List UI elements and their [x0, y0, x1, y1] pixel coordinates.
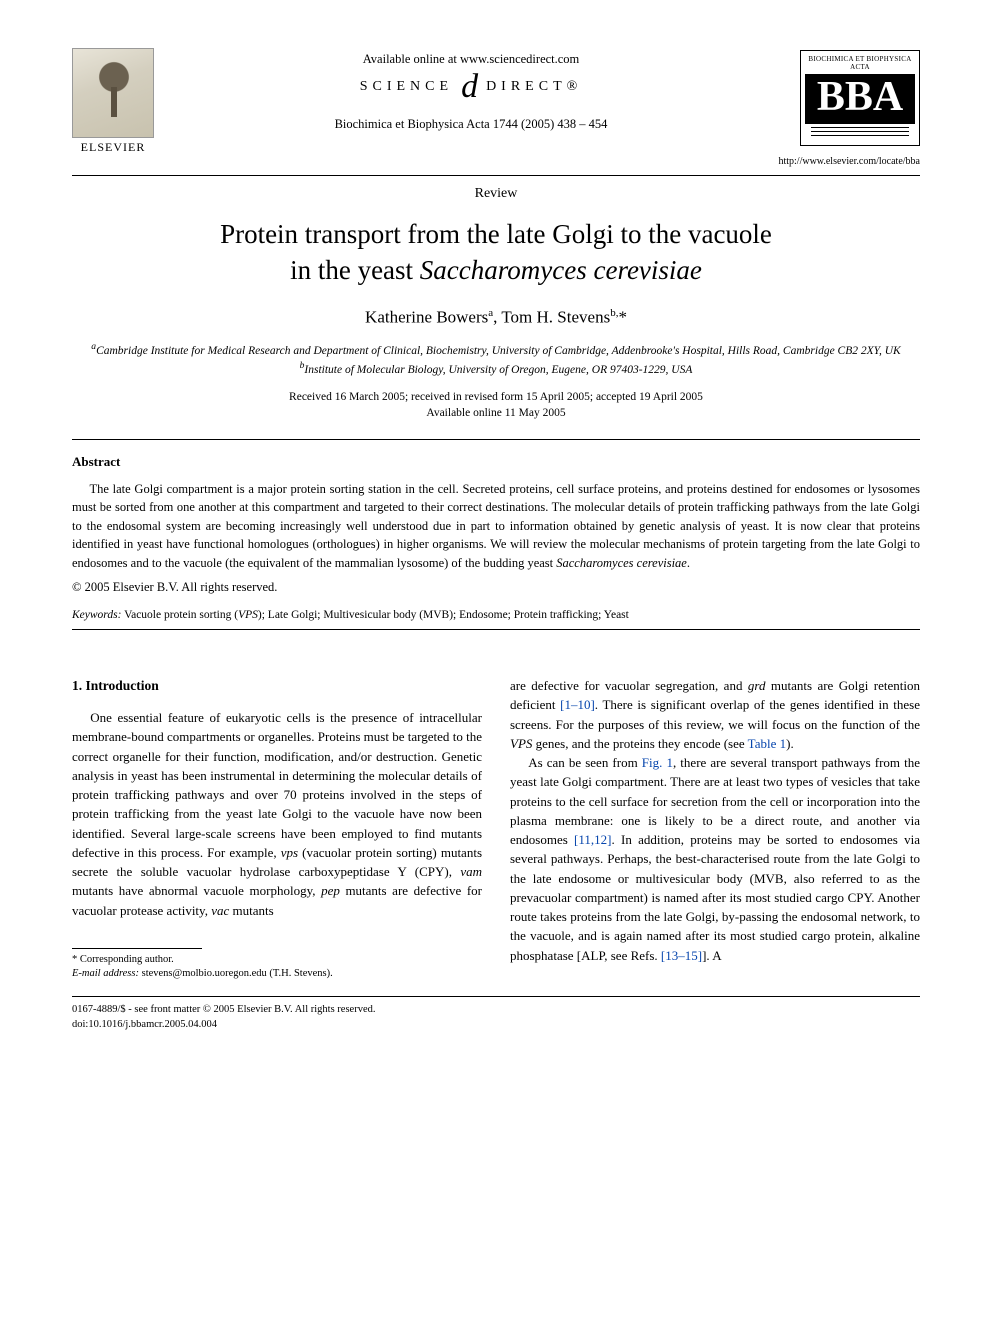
sciencedirect-logo: SCIENCE d DIRECT®	[360, 77, 583, 97]
footnote-star: * Corresponding author.	[72, 953, 482, 968]
corresponding-footnote: * Corresponding author. E-mail address: …	[72, 953, 482, 982]
doi-line: doi:10.1016/j.bbamcr.2005.04.004	[72, 1018, 920, 1033]
header-rule	[72, 175, 920, 176]
bba-fullname: BIOCHIMICA ET BIOPHYSICA ACTA	[805, 55, 915, 71]
elsevier-label: ELSEVIER	[72, 140, 154, 155]
page-header: ELSEVIER Available online at www.science…	[72, 48, 920, 167]
abstract-heading: Abstract	[72, 454, 920, 470]
keywords: Keywords: Vacuole protein sorting (VPS);…	[72, 609, 920, 621]
dates-line2: Available online 11 May 2005	[426, 407, 565, 419]
center-header: Available online at www.sciencedirect.co…	[182, 48, 760, 132]
elsevier-tree-icon	[72, 48, 154, 138]
bba-url: http://www.elsevier.com/locate/bba	[760, 156, 920, 167]
ref-link-11-12[interactable]: [11,12]	[574, 832, 611, 847]
abstract-copyright: © 2005 Elsevier B.V. All rights reserved…	[72, 580, 920, 595]
sciencedirect-right: DIRECT®	[486, 79, 582, 95]
footnote-rule	[72, 948, 202, 949]
title-line2a: in the yeast	[290, 255, 420, 285]
bottom-rule	[72, 996, 920, 997]
article-type: Review	[72, 186, 920, 202]
author-2: Tom H. Stevens	[501, 308, 610, 327]
column-left: 1. Introduction One essential feature of…	[72, 676, 482, 982]
ref-link-13-15[interactable]: [13–15]	[661, 948, 702, 963]
article-dates: Received 16 March 2005; received in revi…	[72, 389, 920, 421]
col2-para2: As can be seen from Fig. 1, there are se…	[510, 753, 920, 965]
bba-block: BIOCHIMICA ET BIOPHYSICA ACTA BBA http:/…	[760, 48, 920, 167]
keywords-label: Keywords:	[72, 609, 121, 621]
footnote-email-label: E-mail address:	[72, 968, 139, 979]
affiliation-b: Institute of Molecular Biology, Universi…	[304, 364, 692, 376]
column-right: are defective for vacuolar segregation, …	[510, 676, 920, 982]
available-online-text: Available online at www.sciencedirect.co…	[190, 52, 752, 67]
abstract-bottom-rule	[72, 629, 920, 630]
sciencedirect-swirl-icon: d	[459, 77, 480, 97]
article-title: Protein transport from the late Golgi to…	[72, 216, 920, 289]
title-line1: Protein transport from the late Golgi to…	[220, 219, 772, 249]
table-1-link[interactable]: Table 1	[748, 736, 786, 751]
body-columns: 1. Introduction One essential feature of…	[72, 676, 920, 982]
dates-line1: Received 16 March 2005; received in revi…	[289, 391, 703, 403]
abstract-body: The late Golgi compartment is a major pr…	[72, 480, 920, 573]
elsevier-logo-block: ELSEVIER	[72, 48, 182, 155]
bottom-meta: 0167-4889/$ - see front matter © 2005 El…	[72, 1003, 920, 1032]
col2-para1: are defective for vacuolar segregation, …	[510, 676, 920, 753]
bba-decor-lines	[805, 127, 915, 136]
journal-reference: Biochimica et Biophysica Acta 1744 (2005…	[190, 117, 752, 132]
col1-para1: One essential feature of eukaryotic cell…	[72, 708, 482, 920]
authors: Katherine Bowersa, Tom H. Stevensb,*	[72, 307, 920, 328]
sciencedirect-left: SCIENCE	[360, 79, 453, 95]
bba-logo: BIOCHIMICA ET BIOPHYSICA ACTA BBA	[800, 50, 920, 146]
section-1-heading: 1. Introduction	[72, 676, 482, 696]
footnote-email: stevens@molbio.uoregon.edu (T.H. Stevens…	[139, 968, 333, 979]
title-line2b: Saccharomyces cerevisiae	[420, 255, 702, 285]
affiliation-a: Cambridge Institute for Medical Research…	[96, 344, 901, 356]
author-1: Katherine Bowers	[365, 308, 488, 327]
corresponding-star: *	[618, 308, 627, 327]
abstract-top-rule	[72, 439, 920, 440]
affiliations: aCambridge Institute for Medical Researc…	[72, 340, 920, 379]
bba-letters: BBA	[805, 74, 915, 124]
ref-link-1-10[interactable]: [1–10]	[560, 697, 595, 712]
fig-1-link[interactable]: Fig. 1	[642, 755, 673, 770]
front-matter-line: 0167-4889/$ - see front matter © 2005 El…	[72, 1003, 920, 1018]
